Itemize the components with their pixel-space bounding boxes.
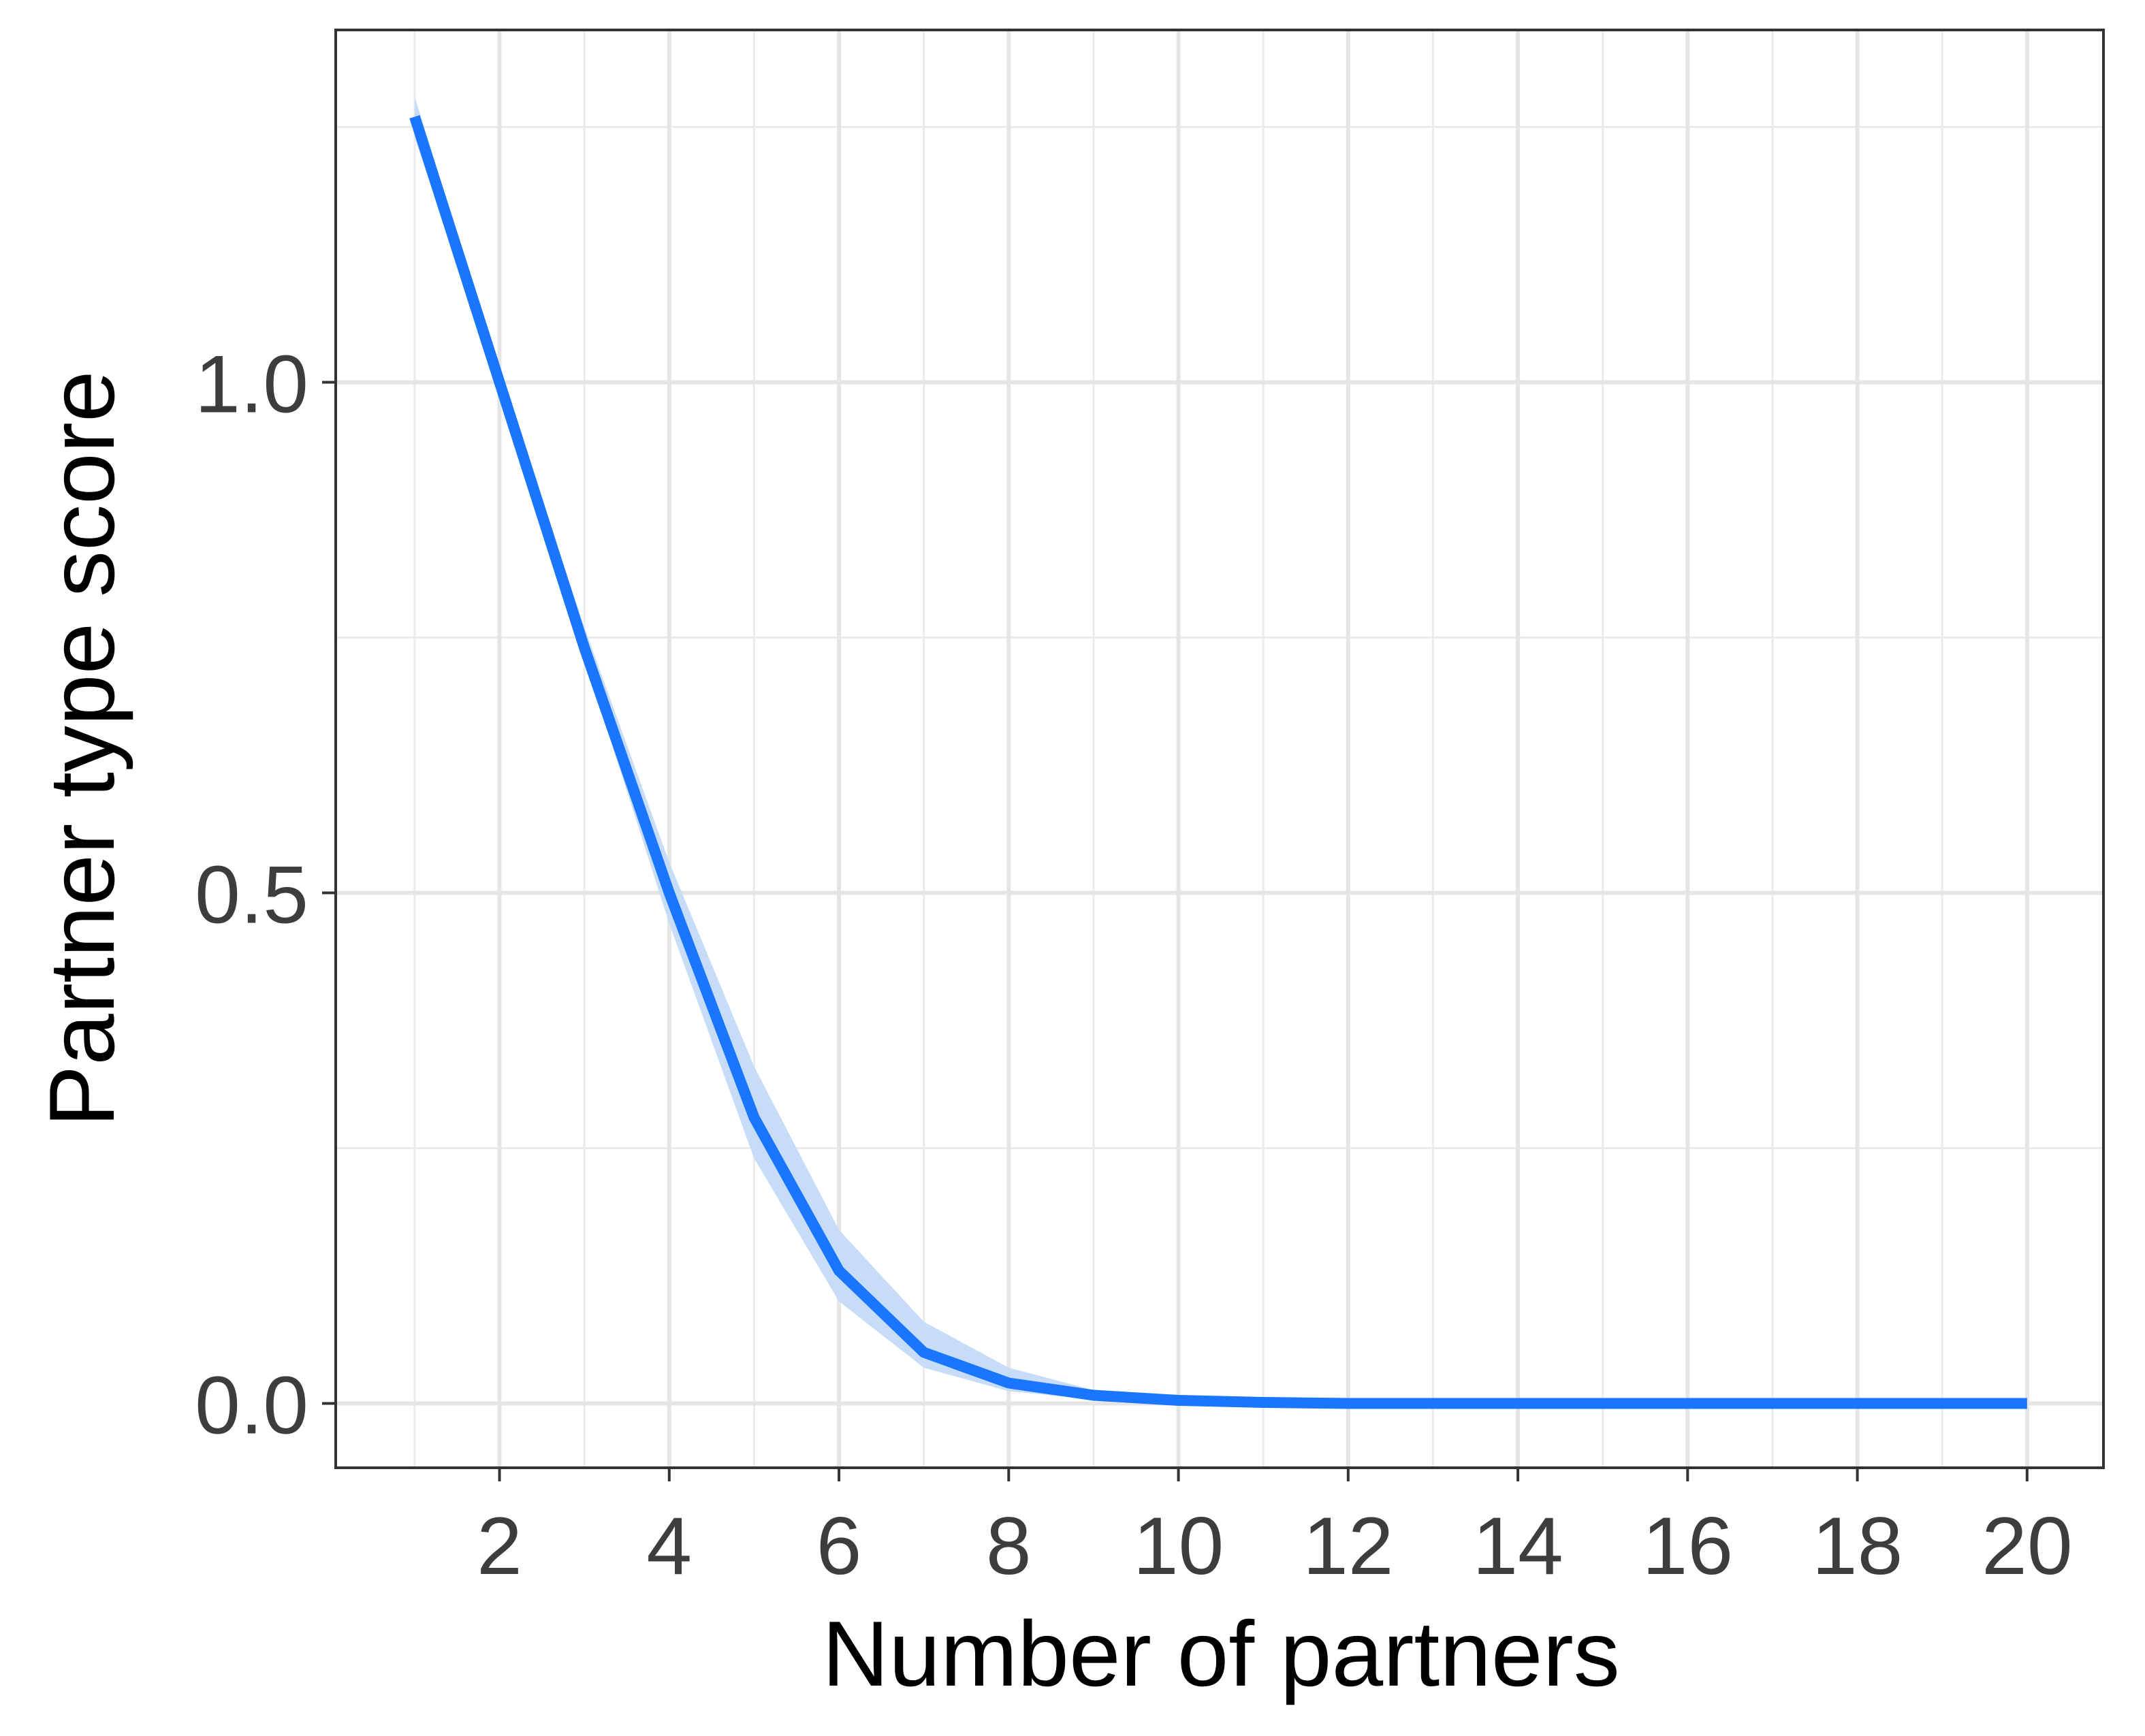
x-tick-label: 4 xyxy=(646,1500,692,1592)
x-tick-label: 20 xyxy=(1982,1500,2072,1592)
x-axis-title: Number of partners xyxy=(822,1602,1620,1705)
y-tick-label: 0.0 xyxy=(195,1360,308,1451)
x-tick-label: 18 xyxy=(1812,1500,1903,1592)
x-tick-label: 16 xyxy=(1642,1500,1733,1592)
x-tick-label: 14 xyxy=(1472,1500,1563,1592)
line xyxy=(409,115,2027,1409)
y-tick-label: 0.5 xyxy=(195,850,308,941)
y-axis-title: Partner type score xyxy=(30,370,133,1127)
background xyxy=(5,0,2140,1736)
x-tick-label: 6 xyxy=(816,1500,862,1592)
x-tick-label: 2 xyxy=(477,1500,522,1592)
x-tick-label: 12 xyxy=(1303,1500,1393,1592)
x-tick-label: 10 xyxy=(1133,1500,1224,1592)
plot-border xyxy=(334,29,2105,1469)
y-tick-label: 1.0 xyxy=(195,339,308,430)
x-tick-label: 8 xyxy=(986,1500,1032,1592)
